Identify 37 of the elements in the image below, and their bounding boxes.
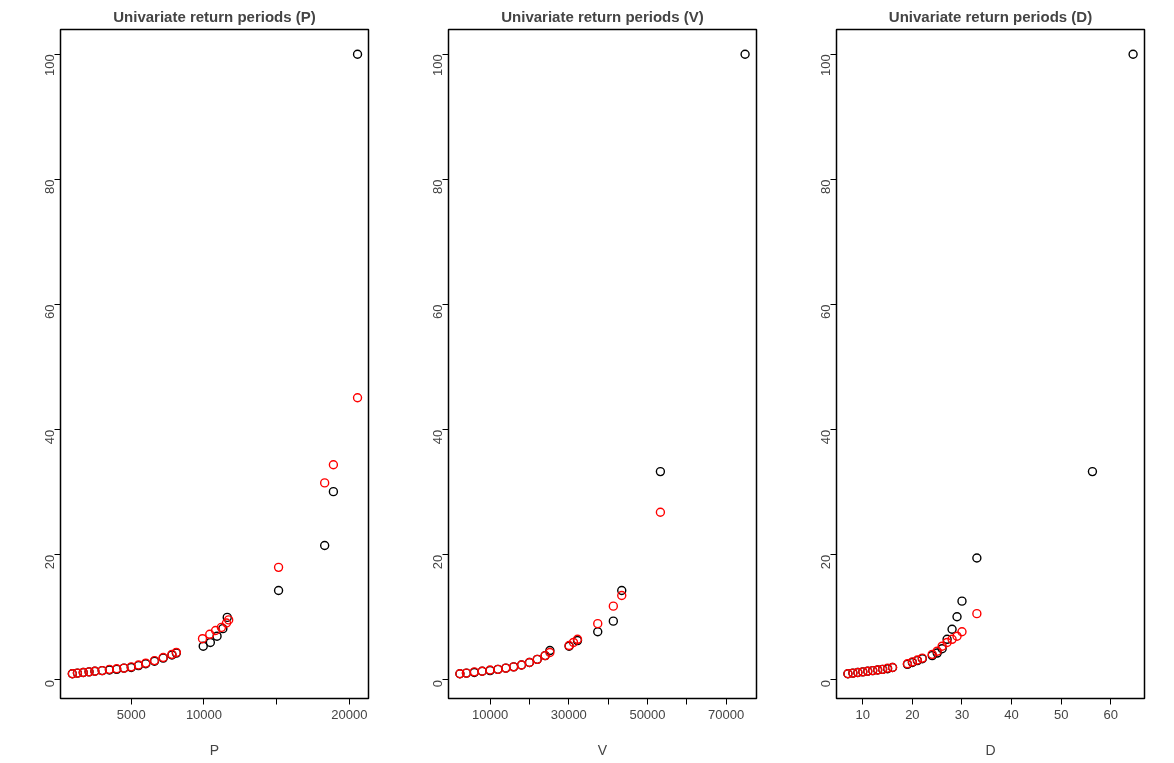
chart-title: Univariate return periods (P) bbox=[113, 7, 316, 25]
y-tick-label: 0 bbox=[42, 679, 57, 688]
x-tick-label: 30 bbox=[954, 706, 970, 722]
x-tick-label: 10000 bbox=[185, 706, 223, 722]
x-axis-title: D bbox=[985, 741, 996, 758]
y-tick-label: 40 bbox=[818, 429, 833, 445]
x-tick-label: 30000 bbox=[550, 706, 587, 722]
chart-title: Univariate return periods (V) bbox=[501, 7, 704, 25]
x-tick-label: 10000 bbox=[471, 706, 509, 722]
y-tick-label: 20 bbox=[818, 554, 833, 570]
x-tick-label: 40 bbox=[1004, 706, 1019, 722]
x-tick-label: 10 bbox=[855, 706, 871, 722]
x-tick-label: 20000 bbox=[331, 706, 368, 722]
x-axis-title: V bbox=[597, 741, 608, 758]
y-tick-label: 40 bbox=[42, 429, 57, 445]
y-tick-label: 60 bbox=[42, 304, 57, 320]
x-tick-label: 60 bbox=[1103, 706, 1119, 722]
y-tick-label: 100 bbox=[430, 54, 445, 76]
y-tick-label: 0 bbox=[430, 679, 445, 688]
y-tick-label: 20 bbox=[42, 554, 57, 570]
x-axis-title: P bbox=[209, 741, 220, 758]
y-tick-label: 60 bbox=[430, 304, 445, 320]
x-tick-label: 50 bbox=[1053, 706, 1069, 722]
chart-title: Univariate return periods (D) bbox=[888, 7, 1093, 25]
y-tick-label: 60 bbox=[818, 304, 833, 320]
y-tick-label: 0 bbox=[818, 679, 833, 688]
y-tick-label: 80 bbox=[42, 179, 57, 194]
y-tick-label: 80 bbox=[430, 179, 445, 194]
x-tick-label: 70000 bbox=[708, 706, 745, 722]
y-tick-label: 100 bbox=[42, 54, 57, 76]
x-tick-label: 5000 bbox=[116, 706, 146, 722]
y-tick-label: 80 bbox=[818, 179, 833, 194]
x-tick-label: 20 bbox=[905, 706, 920, 722]
y-tick-label: 100 bbox=[818, 54, 833, 76]
x-tick-label: 50000 bbox=[629, 706, 666, 722]
y-tick-label: 40 bbox=[430, 429, 445, 445]
y-tick-label: 20 bbox=[430, 554, 445, 570]
